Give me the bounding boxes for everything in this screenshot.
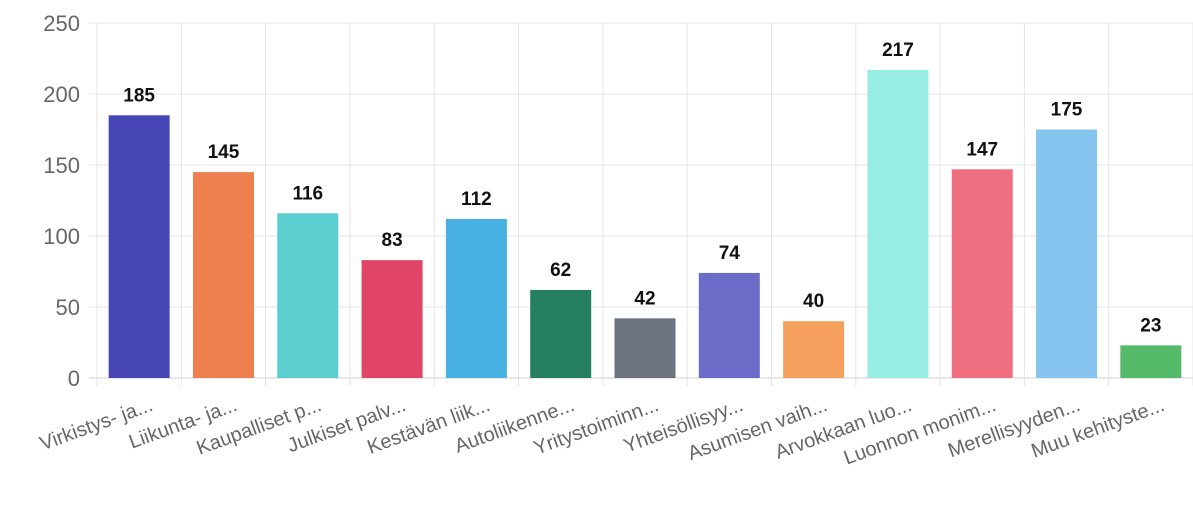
y-tick-label: 50	[56, 295, 80, 320]
y-tick-label: 200	[43, 82, 80, 107]
bar	[867, 69, 929, 379]
data-label: 175	[1051, 100, 1083, 121]
data-label: 145	[208, 142, 240, 163]
bar	[108, 115, 170, 379]
bar	[445, 218, 507, 378]
bar	[614, 318, 676, 378]
bar	[951, 169, 1013, 378]
data-label: 116	[292, 183, 323, 204]
data-label: 40	[803, 291, 824, 312]
bars	[108, 69, 1182, 379]
data-label: 185	[123, 85, 155, 106]
bar	[530, 289, 592, 378]
data-label: 74	[719, 243, 741, 264]
bar	[1036, 129, 1098, 378]
bar	[698, 272, 760, 378]
data-label: 217	[882, 40, 914, 61]
y-axis: 0 50 100 150 200 250	[43, 11, 80, 391]
bar	[192, 172, 254, 378]
data-label: 112	[461, 189, 492, 210]
bar	[783, 321, 845, 378]
y-tick-label: 150	[43, 153, 80, 178]
bar	[361, 260, 423, 378]
data-label: 42	[634, 288, 655, 309]
bar	[277, 213, 339, 378]
data-label: 83	[382, 230, 403, 251]
y-tick-label: 100	[43, 224, 80, 249]
y-tick-label: 0	[68, 366, 80, 391]
data-label: 62	[550, 260, 571, 281]
data-label: 23	[1140, 315, 1161, 336]
data-label: 147	[966, 139, 998, 160]
y-tick-label: 250	[43, 11, 80, 36]
data-labels: 185 145 116 83 112 62 42 74 40 217 147 175 23	[123, 40, 1161, 336]
bar	[1120, 345, 1182, 378]
x-axis: Virkistys- ja...Liikunta- ja...Kaupallis…	[37, 394, 1168, 469]
grid-lines	[89, 22, 1193, 386]
